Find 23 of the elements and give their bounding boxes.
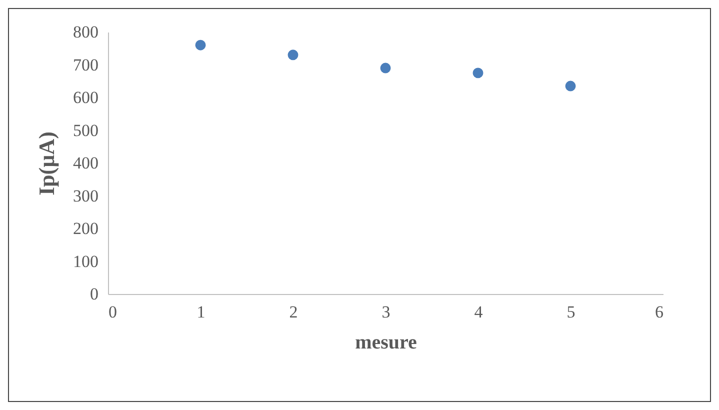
x-tick-label: 3 (382, 302, 390, 322)
y-tick-label: 400 (73, 154, 98, 172)
y-tick-label: 100 (73, 252, 98, 271)
point (195, 40, 206, 50)
x-axis-title: mesure (355, 332, 418, 354)
y-tick-label: 0 (90, 284, 98, 304)
y-axis-title: Ip(µA) (34, 131, 59, 196)
y-tick-label: 500 (73, 120, 98, 140)
point (472, 68, 484, 78)
x-tick-label: 5 (566, 302, 576, 322)
x-tick-label: 1 (196, 302, 206, 322)
y-tick-label: 300 (73, 186, 98, 206)
y-tick-label: 200 (73, 219, 98, 238)
y-tick-label: 600 (73, 88, 98, 107)
point (565, 80, 576, 92)
x-tick-label: 2 (289, 302, 298, 322)
y-tick-label: 800 (73, 22, 98, 42)
x-tick-label: 6 (655, 302, 664, 322)
y-tick-label: 700 (73, 55, 98, 74)
point (288, 50, 298, 60)
x-tick-label: 4 (474, 302, 484, 322)
point (380, 62, 391, 74)
x-tick-label: 0 (108, 302, 117, 322)
